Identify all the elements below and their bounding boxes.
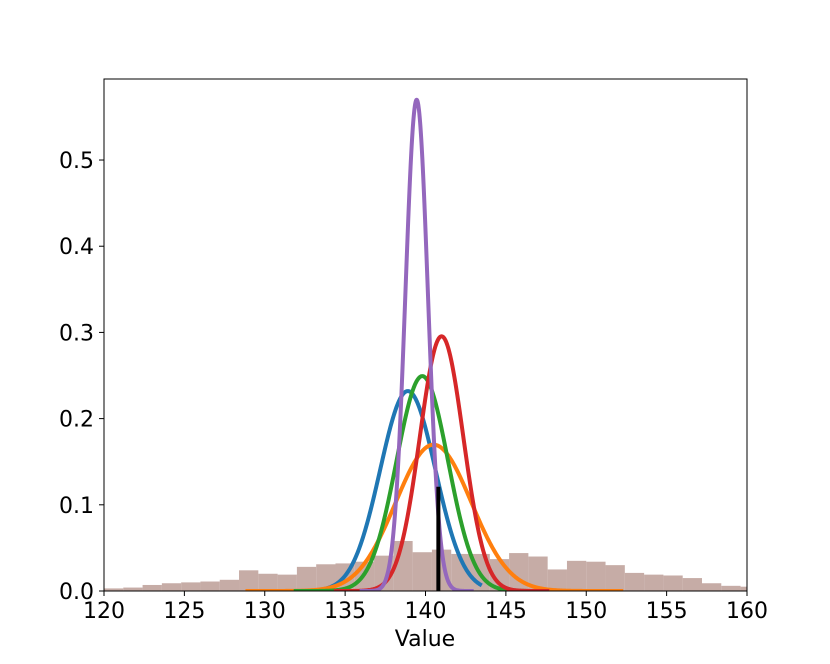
histogram-bar [605, 565, 625, 591]
density-curves [244, 97, 624, 591]
histogram-bar [740, 586, 747, 591]
histogram-bar [200, 581, 220, 591]
y-tick-label: 0.2 [59, 408, 94, 433]
x-tick-label: 150 [565, 599, 607, 624]
y-tick-label: 0.4 [59, 235, 94, 260]
histogram-bar [123, 587, 143, 591]
x-tick-label: 135 [324, 599, 366, 624]
histogram-bar [547, 569, 567, 591]
y-tick-label: 0.1 [59, 494, 94, 519]
y-axis: 0.0 0.1 0.2 0.3 0.4 0.5 [59, 149, 104, 605]
x-axis-title: Value [395, 627, 455, 652]
histogram-bar [663, 575, 683, 591]
histogram-bar [412, 552, 432, 591]
y-tick-label: 0.3 [59, 321, 94, 346]
histogram-bar [296, 566, 317, 591]
histogram-bar [624, 572, 645, 591]
histogram-bar [219, 579, 240, 591]
histogram-bar [104, 588, 124, 591]
x-tick-label: 145 [485, 599, 527, 624]
histogram-bar [239, 570, 259, 591]
x-tick-label: 120 [83, 599, 125, 624]
histogram-bar [316, 564, 336, 591]
histogram-bar [181, 582, 201, 591]
histogram-bar [258, 573, 278, 591]
histogram-bar [451, 553, 471, 591]
histogram-bar [142, 584, 162, 591]
x-tick-label: 140 [405, 599, 447, 624]
histogram-bar [528, 556, 548, 591]
histogram-bar [566, 560, 587, 591]
histogram-bar [701, 583, 722, 591]
x-tick-label: 130 [244, 599, 286, 624]
x-axis: 120 125 130 135 140 145 150 155 160 [83, 591, 768, 624]
histogram-bar [644, 574, 664, 591]
density-curve-5 [357, 97, 476, 591]
histogram-bar [586, 561, 606, 591]
histogram-bar [721, 585, 741, 591]
y-tick-label: 0.0 [59, 580, 94, 605]
x-tick-label: 160 [726, 599, 768, 624]
y-tick-label: 0.5 [59, 149, 94, 174]
histogram-bar [682, 578, 702, 591]
x-tick-label: 155 [646, 599, 688, 624]
histogram-bar [161, 583, 182, 591]
histogram-bar [277, 574, 297, 591]
x-tick-label: 125 [163, 599, 205, 624]
